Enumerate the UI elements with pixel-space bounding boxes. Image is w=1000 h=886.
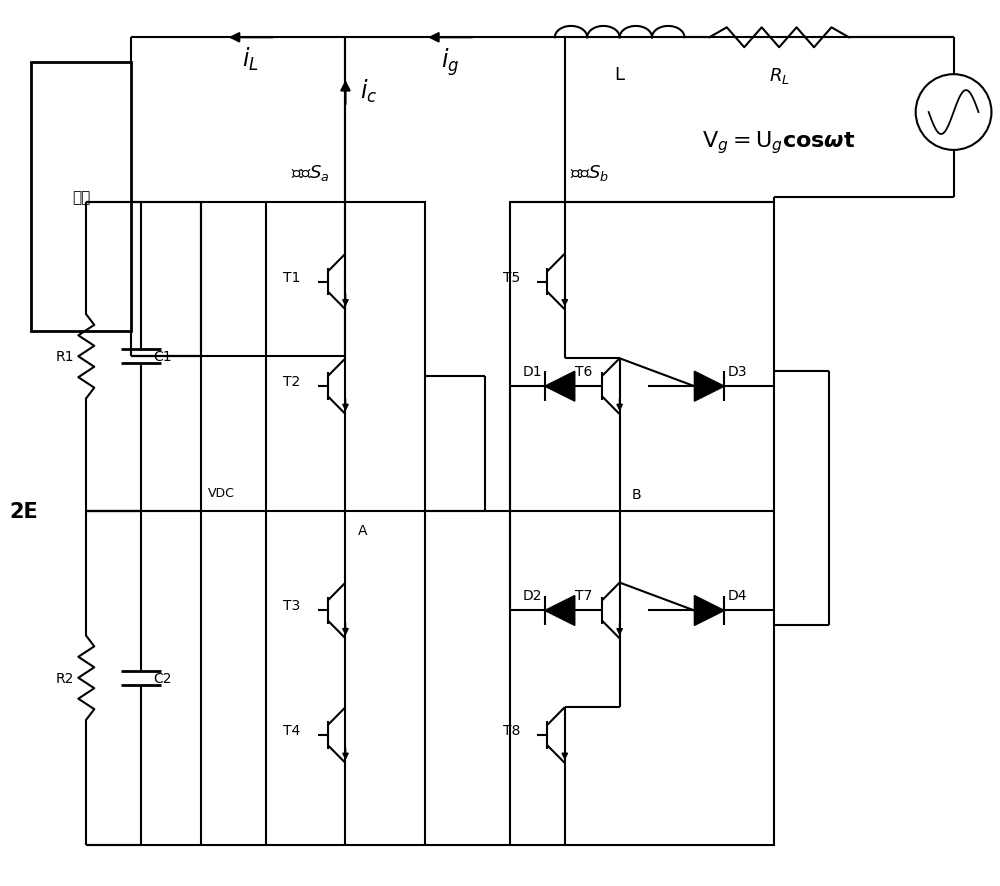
Text: R1: R1 — [56, 350, 74, 364]
Text: B: B — [632, 487, 641, 501]
Text: D2: D2 — [522, 589, 542, 602]
Text: T3: T3 — [283, 599, 301, 613]
Text: T7: T7 — [575, 589, 592, 602]
Text: T4: T4 — [283, 723, 301, 737]
Bar — [510, 203, 774, 844]
Polygon shape — [545, 596, 575, 626]
Text: 负载: 负载 — [72, 190, 90, 205]
Text: $i_L$: $i_L$ — [242, 46, 259, 74]
Text: $\mathrm{V}_g = \mathrm{U}_g\mathbf{cos}\boldsymbol{\omega}\mathbf{t}$: $\mathrm{V}_g = \mathrm{U}_g\mathbf{cos}… — [702, 129, 856, 156]
Text: A: A — [357, 523, 367, 537]
Text: 桥臂$S_b$: 桥臂$S_b$ — [570, 163, 609, 183]
Text: D1: D1 — [522, 365, 542, 379]
Text: D3: D3 — [727, 365, 747, 379]
Bar — [31, 63, 131, 332]
Text: C1: C1 — [153, 350, 172, 364]
Text: R2: R2 — [56, 671, 74, 685]
Text: 桥臂$S_a$: 桥臂$S_a$ — [291, 163, 330, 183]
Polygon shape — [694, 372, 724, 401]
Text: L: L — [615, 66, 625, 84]
Polygon shape — [694, 596, 724, 626]
Text: 2E: 2E — [10, 501, 38, 521]
Text: $i_c$: $i_c$ — [360, 77, 378, 105]
Text: T8: T8 — [503, 723, 520, 737]
Text: T5: T5 — [503, 270, 520, 284]
Text: T1: T1 — [283, 270, 301, 284]
Text: $R_L$: $R_L$ — [769, 66, 790, 86]
Bar — [266, 203, 425, 844]
Text: D4: D4 — [727, 589, 747, 602]
Text: $i_g$: $i_g$ — [441, 46, 459, 78]
Text: C2: C2 — [153, 671, 172, 685]
Text: T6: T6 — [575, 365, 592, 379]
Text: T2: T2 — [283, 375, 301, 389]
Text: VDC: VDC — [208, 486, 235, 499]
Polygon shape — [545, 372, 575, 401]
